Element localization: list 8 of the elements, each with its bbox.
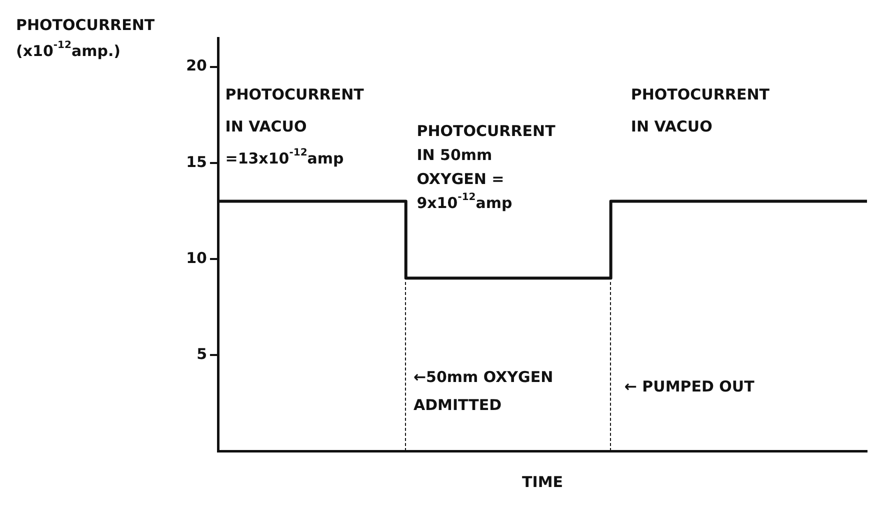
annotation: ←50mm OXYGEN ADMITTED <box>413 368 554 414</box>
annotation: ← PUMPED OUT <box>624 377 756 396</box>
annotation: PHOTOCURRENT IN VACUO <box>630 85 770 136</box>
y-tick-label: 5 <box>196 344 207 363</box>
x-axis-title: TIME <box>522 473 564 491</box>
y-tick-label: 15 <box>186 152 207 171</box>
y-tick-label: 20 <box>186 56 207 75</box>
y-tick-label: 10 <box>186 248 207 267</box>
